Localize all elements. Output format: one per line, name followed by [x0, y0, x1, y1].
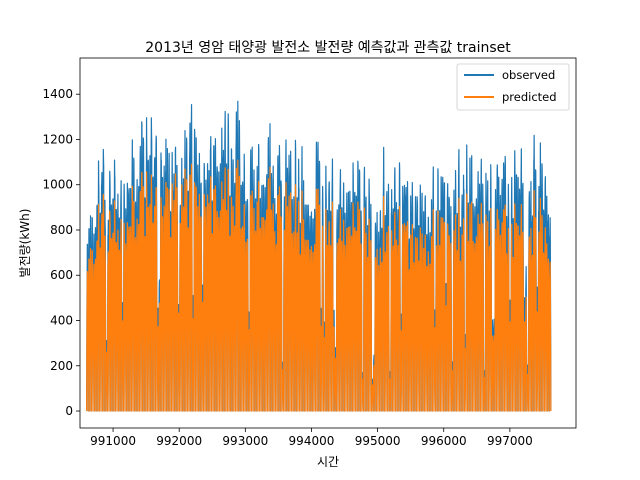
series-layer: [86, 100, 552, 412]
x-axis: 991000 992000 993000 994000 995000 996000 9970…: [90, 428, 533, 448]
plot-frame: [79, 57, 577, 429]
series-line-predicted: [86, 159, 552, 412]
legend-label-predicted: predicted: [502, 90, 557, 104]
x-tick-label: 996000: [421, 434, 467, 448]
y-tick-label: 400: [50, 314, 73, 328]
y-tick-label: 800: [50, 223, 73, 237]
x-tick-label: 995000: [355, 434, 401, 448]
x-tick-label: 993000: [222, 434, 268, 448]
y-axis-label: 발전량(kWh): [18, 209, 32, 278]
y-axis: 0 200 400 600 800 1000 1200 1400: [42, 87, 80, 418]
legend-label-observed: observed: [502, 68, 555, 82]
x-axis-label: 시간: [317, 455, 339, 469]
x-tick-label: 994000: [289, 434, 335, 448]
x-tick-label: 997000: [487, 434, 533, 448]
y-tick-label: 600: [50, 268, 73, 282]
x-tick-label: 992000: [156, 434, 202, 448]
y-tick-label: 1200: [42, 132, 73, 146]
y-tick-label: 200: [50, 359, 73, 373]
legend: observed predicted: [456, 63, 570, 111]
y-tick-label: 1400: [42, 87, 73, 101]
y-tick-label: 1000: [42, 178, 73, 192]
chart-title: 2013년 영암 태양광 발전소 발전량 예측값과 관측값 trainset: [145, 40, 511, 56]
x-tick-label: 991000: [90, 434, 136, 448]
y-tick-label: 0: [65, 404, 73, 418]
